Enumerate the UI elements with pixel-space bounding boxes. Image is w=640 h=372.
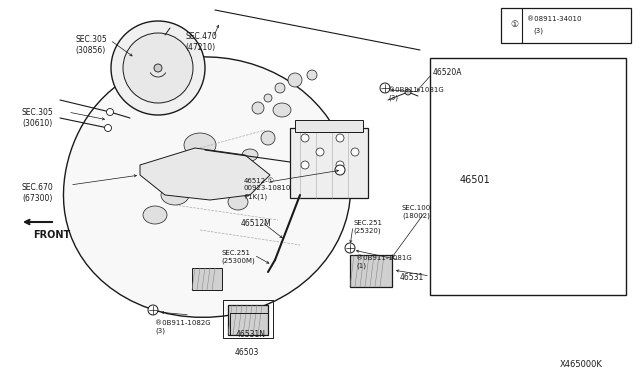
Circle shape bbox=[335, 165, 345, 175]
Text: 46512M: 46512M bbox=[241, 219, 272, 228]
Ellipse shape bbox=[228, 194, 248, 210]
Circle shape bbox=[148, 305, 158, 315]
Text: SEC.251
(25300M): SEC.251 (25300M) bbox=[221, 250, 255, 264]
Text: 46531: 46531 bbox=[400, 273, 424, 282]
Text: ®0B911-1081G
(3): ®0B911-1081G (3) bbox=[388, 87, 444, 101]
Circle shape bbox=[336, 134, 344, 142]
Bar bbox=[501, 8, 631, 43]
Circle shape bbox=[301, 161, 309, 169]
Bar bbox=[295, 120, 363, 132]
Circle shape bbox=[123, 33, 193, 103]
Bar bbox=[192, 268, 222, 290]
Circle shape bbox=[345, 243, 355, 253]
Circle shape bbox=[275, 83, 285, 93]
Text: 46503: 46503 bbox=[235, 348, 259, 357]
Text: SEC.305
(30856): SEC.305 (30856) bbox=[75, 35, 107, 55]
Text: SEC.670
(67300): SEC.670 (67300) bbox=[22, 183, 54, 203]
Text: ®08911-34010: ®08911-34010 bbox=[527, 16, 582, 22]
Circle shape bbox=[106, 109, 113, 115]
Bar bbox=[223, 300, 273, 338]
Ellipse shape bbox=[161, 185, 189, 205]
Text: SEC.100
(18002): SEC.100 (18002) bbox=[402, 205, 431, 219]
Ellipse shape bbox=[208, 166, 232, 184]
Bar bbox=[350, 255, 392, 287]
Circle shape bbox=[154, 64, 162, 72]
Text: FRONT: FRONT bbox=[33, 230, 70, 240]
Circle shape bbox=[111, 21, 205, 115]
Bar bbox=[430, 58, 626, 295]
Text: SEC.470
(47210): SEC.470 (47210) bbox=[185, 32, 217, 52]
Ellipse shape bbox=[273, 103, 291, 117]
Bar bbox=[290, 128, 368, 198]
Ellipse shape bbox=[242, 149, 258, 161]
Circle shape bbox=[380, 83, 390, 93]
Text: SEC.251
(25320): SEC.251 (25320) bbox=[353, 220, 382, 234]
Text: (3): (3) bbox=[533, 27, 543, 33]
Polygon shape bbox=[140, 148, 270, 200]
Text: X465000K: X465000K bbox=[560, 360, 603, 369]
Circle shape bbox=[252, 102, 264, 114]
Text: 46531N: 46531N bbox=[236, 330, 266, 339]
Circle shape bbox=[288, 73, 302, 87]
Text: 46512-①
00923-10810
P1K(1): 46512-① 00923-10810 P1K(1) bbox=[244, 178, 291, 199]
Bar bbox=[228, 305, 268, 335]
Text: 46501: 46501 bbox=[460, 175, 491, 185]
Circle shape bbox=[405, 89, 411, 95]
Text: SEC.305
(30610): SEC.305 (30610) bbox=[22, 108, 54, 128]
Circle shape bbox=[301, 134, 309, 142]
Text: ®0B911-1081G
(1): ®0B911-1081G (1) bbox=[356, 255, 412, 269]
Ellipse shape bbox=[261, 131, 275, 145]
Polygon shape bbox=[63, 57, 351, 317]
Bar bbox=[230, 313, 268, 335]
Circle shape bbox=[264, 94, 272, 102]
Text: ®0B911-1082G
(3): ®0B911-1082G (3) bbox=[155, 320, 211, 334]
Circle shape bbox=[307, 70, 317, 80]
Circle shape bbox=[336, 161, 344, 169]
Circle shape bbox=[316, 148, 324, 156]
Text: ①: ① bbox=[510, 20, 518, 29]
Ellipse shape bbox=[143, 206, 167, 224]
Circle shape bbox=[351, 148, 359, 156]
Ellipse shape bbox=[184, 133, 216, 157]
Circle shape bbox=[104, 125, 111, 131]
Text: 46520A: 46520A bbox=[433, 68, 463, 77]
